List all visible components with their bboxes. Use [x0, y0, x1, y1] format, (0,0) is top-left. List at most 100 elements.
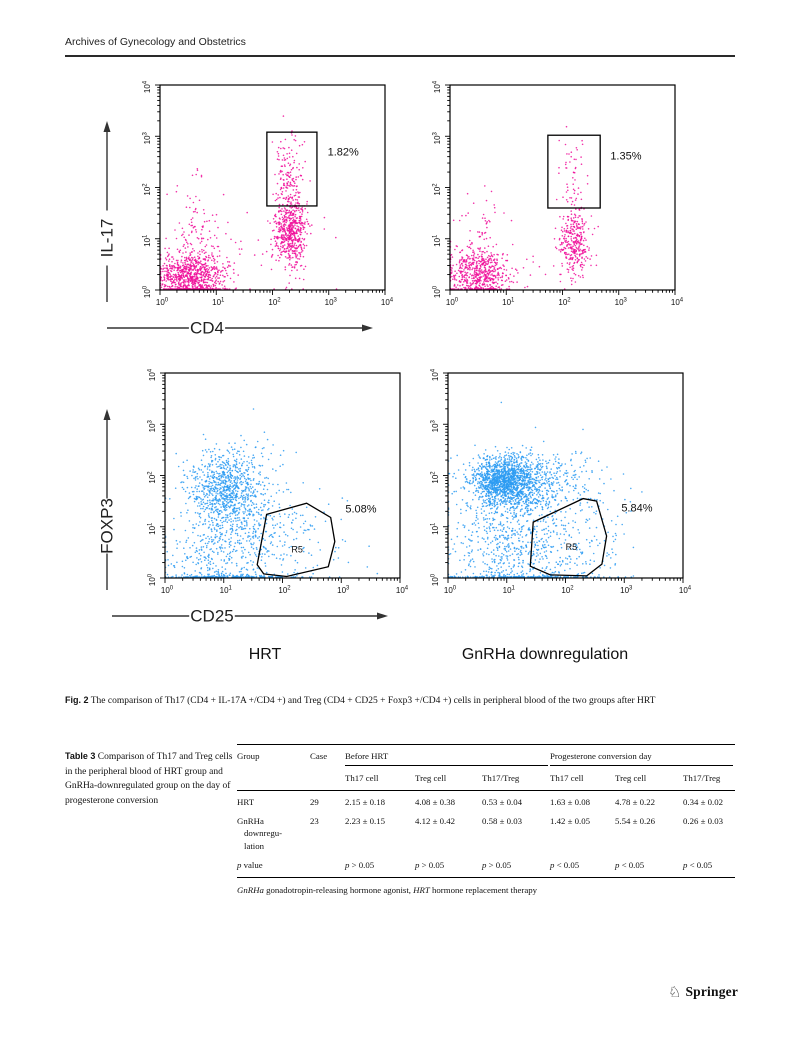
y-tick-label: 100 — [143, 285, 153, 298]
cell-value: p < 0.05 — [683, 853, 736, 879]
col-group-header: Before HRT — [345, 745, 550, 769]
cell-value: p < 0.05 — [615, 853, 684, 879]
gate-name-label: R5 — [291, 544, 303, 554]
col-subheader: Th17/Treg — [482, 768, 551, 791]
springer-knight-icon: ♘ — [668, 982, 682, 1001]
publisher-name: Springer — [685, 984, 739, 999]
col-group-header: Progesterone conversion day — [550, 745, 735, 769]
table-caption: Table 3 Comparison of Th17 and Treg cell… — [65, 750, 233, 809]
journal-name: Archives of Gynecology and Obstetrics — [65, 36, 246, 48]
cell-value: p > 0.05 — [415, 853, 482, 879]
y-tick-label: 102 — [143, 183, 153, 196]
x-tick-label: 104 — [679, 586, 692, 596]
gate-percent-label: 1.82% — [328, 147, 359, 159]
col-subheader: Th17 cell — [345, 768, 415, 791]
cell-group: p value — [237, 853, 310, 879]
x-tick-label: 102 — [561, 586, 574, 596]
cell-value: 4.12 ± 0.42 — [415, 815, 456, 826]
data-table-container: Group Case Before HRT Progesterone conversi… — [237, 744, 736, 896]
table-row: HRT 29 2.15 ± 0.18 4.08 ± 0.38 0.53 ± 0.04 1.… — [237, 790, 735, 810]
col-subheader: Treg cell — [415, 768, 482, 791]
cell-value: 4.78 ± 0.22 — [615, 796, 656, 807]
x-tick-label: 104 — [381, 298, 394, 308]
table-caption-label: Table 3 — [65, 751, 96, 761]
figure-caption: Fig. 2 The comparison of Th17 (CD4 + IL-… — [65, 694, 737, 708]
x-tick-label: 101 — [503, 586, 516, 596]
x-tick-label: 104 — [671, 298, 684, 308]
cell-value: 4.08 ± 0.38 — [415, 796, 456, 807]
y-axis-label: FOXP3 — [98, 498, 117, 554]
gate-percent-label: 5.08% — [345, 503, 376, 515]
x-tick-label: 100 — [444, 586, 457, 596]
x-tick-label: 103 — [615, 298, 628, 308]
y-axis-label: IL-17 — [98, 219, 117, 258]
x-tick-label: 103 — [325, 298, 338, 308]
cell-case: 23 — [310, 815, 319, 826]
group-label-hrt: HRT — [248, 646, 282, 663]
y-tick-label: 101 — [433, 234, 443, 247]
cell-value: 1.42 ± 0.05 — [550, 815, 591, 826]
axis-ticks — [155, 84, 386, 295]
y-tick-label: 102 — [148, 471, 158, 484]
cell-value: 0.58 ± 0.03 — [482, 815, 523, 826]
x-tick-label: 102 — [278, 586, 291, 596]
cell-case: 29 — [310, 796, 319, 807]
y-tick-label: 104 — [143, 80, 153, 93]
cell-value: 2.23 ± 0.15 — [345, 815, 386, 826]
table-footnote: GnRHa gonadotropin-releasing hormone ago… — [237, 885, 538, 896]
x-tick-label: 100 — [446, 298, 459, 308]
cell-value: p < 0.05 — [550, 853, 616, 879]
cell-value: 0.26 ± 0.03 — [683, 815, 724, 826]
y-tick-label: 103 — [148, 419, 158, 432]
x-tick-label: 101 — [220, 586, 233, 596]
scatter-points — [449, 125, 599, 290]
figure-caption-label: Fig. 2 — [65, 695, 89, 705]
x-tick-label: 101 — [212, 298, 225, 308]
y-tick-label: 104 — [433, 80, 443, 93]
col-subheader: Th17/Treg — [683, 768, 736, 791]
y-tick-label: 103 — [143, 131, 153, 144]
col-subheader: Treg cell — [615, 768, 684, 791]
x-tick-label: 104 — [396, 586, 409, 596]
gate-rect — [266, 131, 318, 207]
x-tick-label: 101 — [502, 298, 515, 308]
y-tick-label: 103 — [431, 419, 441, 432]
y-tick-label: 102 — [433, 183, 443, 196]
x-tick-label: 102 — [268, 298, 281, 308]
x-tick-label: 103 — [337, 586, 350, 596]
y-tick-label: 103 — [433, 131, 443, 144]
table-row: p value p > 0.05 p > 0.05 p > 0.05 p < 0.05 p… — [237, 853, 736, 879]
cell-group: HRT — [237, 796, 255, 807]
axis-ticks — [160, 372, 401, 583]
y-tick-label: 104 — [148, 368, 158, 381]
cell-value: p > 0.05 — [482, 853, 551, 879]
x-axis-label: CD25 — [190, 607, 233, 626]
gate-rect — [547, 134, 601, 209]
y-tick-label: 101 — [431, 522, 441, 535]
table-row: GnRHa downregu-lation 23 2.23 ± 0.15 4.12 ± … — [237, 810, 735, 854]
cell-group: GnRHa downregu-lation — [237, 815, 283, 851]
y-tick-label: 100 — [148, 573, 158, 586]
gate-name-label: R5 — [566, 542, 578, 552]
y-tick-label: 100 — [431, 573, 441, 586]
figure-caption-text: The comparison of Th17 (CD4 + IL-17A +/C… — [90, 696, 656, 706]
y-tick-label: 101 — [148, 522, 158, 535]
axis-arrows — [103, 409, 388, 620]
col-header-case: Case — [310, 744, 345, 791]
axis-ticks — [443, 372, 684, 583]
y-tick-label: 104 — [431, 368, 441, 381]
header-rule — [65, 55, 735, 57]
gate-polygon — [256, 502, 336, 578]
cell-value: 2.15 ± 0.18 — [345, 796, 386, 807]
gate-polygon — [529, 497, 608, 577]
cell-case — [310, 853, 345, 879]
gate-percent-label: 1.35% — [610, 150, 641, 162]
x-axis-label: CD4 — [190, 319, 224, 338]
col-subheader: Th17 cell — [550, 768, 616, 791]
axis-ticks — [445, 84, 676, 295]
